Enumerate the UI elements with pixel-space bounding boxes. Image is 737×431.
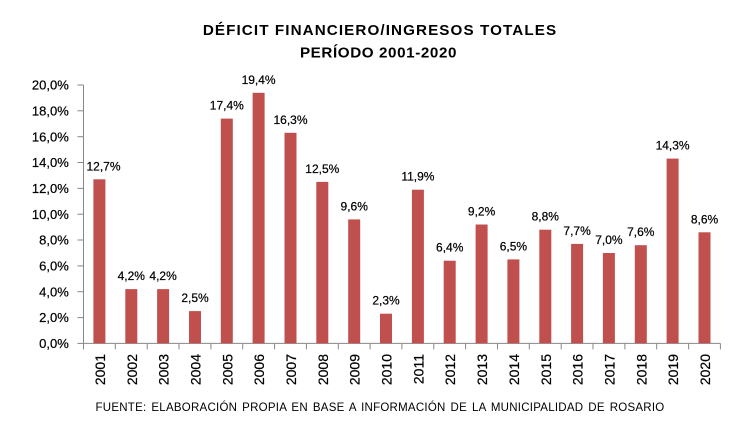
svg-text:12,0%: 12,0% (32, 181, 69, 196)
svg-text:2013: 2013 (474, 354, 490, 385)
svg-text:6,0%: 6,0% (39, 259, 69, 274)
svg-text:14,0%: 14,0% (32, 155, 69, 170)
svg-text:2019: 2019 (665, 354, 681, 385)
svg-text:2016: 2016 (570, 354, 586, 385)
svg-text:8,6%: 8,6% (691, 212, 719, 226)
svg-text:2007: 2007 (283, 354, 299, 385)
svg-text:DÉFICIT FINANCIERO/INGRESOS TO: DÉFICIT FINANCIERO/INGRESOS TOTALES (203, 22, 557, 39)
svg-text:10,0%: 10,0% (32, 207, 69, 222)
svg-text:4,0%: 4,0% (39, 284, 69, 299)
svg-text:8,8%: 8,8% (532, 210, 560, 224)
svg-text:16,3%: 16,3% (273, 113, 307, 127)
svg-text:2004: 2004 (188, 354, 204, 385)
svg-text:9,2%: 9,2% (468, 205, 496, 219)
svg-text:2018: 2018 (633, 354, 649, 385)
svg-text:9,6%: 9,6% (341, 199, 369, 213)
svg-text:16,0%: 16,0% (32, 129, 69, 144)
svg-text:11,9%: 11,9% (401, 170, 434, 184)
svg-text:20,0%: 20,0% (32, 78, 69, 93)
svg-text:19,4%: 19,4% (242, 73, 276, 87)
svg-text:FUENTE: ELABORACIÓN PROPIA EN: FUENTE: ELABORACIÓN PROPIA EN BASE A INF… (96, 401, 665, 414)
svg-text:12,5%: 12,5% (305, 162, 339, 176)
svg-text:2003: 2003 (156, 354, 172, 385)
svg-text:2010: 2010 (379, 354, 395, 385)
svg-text:18,0%: 18,0% (32, 103, 69, 118)
svg-text:2006: 2006 (251, 354, 267, 385)
svg-text:6,4%: 6,4% (436, 241, 464, 255)
svg-text:12,7%: 12,7% (87, 159, 121, 173)
svg-text:2005: 2005 (219, 354, 235, 385)
svg-text:7,6%: 7,6% (627, 225, 655, 239)
svg-text:2,5%: 2,5% (181, 291, 209, 305)
svg-text:2,3%: 2,3% (372, 294, 400, 308)
svg-text:2011: 2011 (410, 354, 426, 384)
svg-text:2020: 2020 (697, 354, 713, 385)
svg-text:2001: 2001 (92, 354, 108, 385)
svg-text:2017: 2017 (601, 354, 617, 385)
svg-text:17,4%: 17,4% (210, 99, 244, 113)
svg-text:PERÍODO 2001-2020: PERÍODO 2001-2020 (300, 44, 457, 61)
svg-text:8,0%: 8,0% (39, 233, 69, 248)
svg-text:2015: 2015 (538, 354, 554, 385)
svg-text:2,0%: 2,0% (39, 310, 69, 325)
svg-text:2012: 2012 (442, 354, 458, 385)
svg-text:7,7%: 7,7% (563, 224, 591, 238)
svg-text:4,2%: 4,2% (118, 269, 146, 283)
svg-text:6,5%: 6,5% (500, 239, 528, 253)
svg-text:2008: 2008 (315, 354, 331, 385)
svg-text:0,0%: 0,0% (39, 336, 69, 351)
svg-text:2009: 2009 (347, 354, 363, 385)
svg-text:14,3%: 14,3% (656, 139, 690, 153)
svg-text:2002: 2002 (124, 354, 140, 385)
svg-text:7,0%: 7,0% (595, 233, 623, 247)
svg-text:2014: 2014 (506, 354, 522, 385)
svg-text:4,2%: 4,2% (149, 269, 177, 283)
